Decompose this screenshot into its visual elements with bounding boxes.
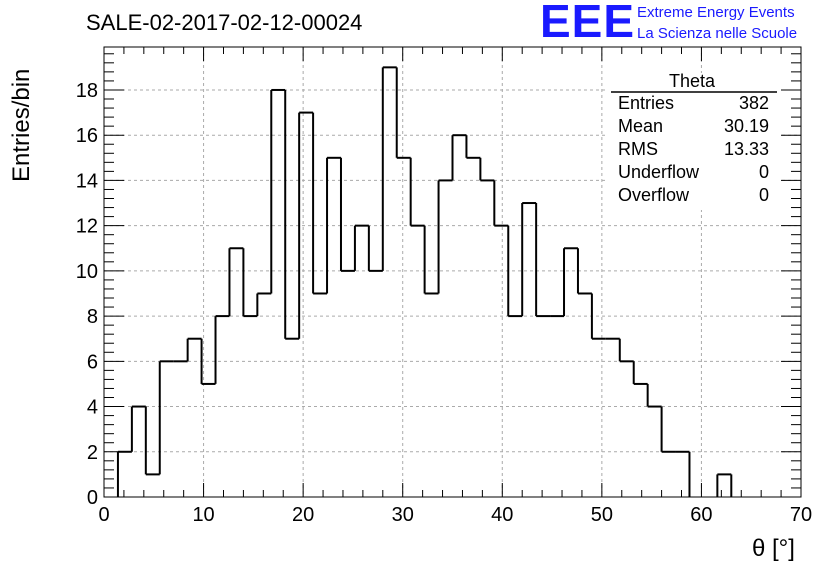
histogram-bin (507, 225, 523, 318)
y-tick-label: 16 (76, 125, 98, 147)
y-tick-label: 8 (87, 306, 98, 328)
histogram-bin (618, 338, 634, 363)
stats-row-value: 30.19 (724, 116, 769, 136)
x-tick-label: 30 (392, 504, 414, 526)
histogram-bin (228, 247, 244, 317)
stats-row-label: Mean (618, 116, 663, 136)
histogram-bin (381, 66, 397, 271)
histogram-bin (256, 292, 272, 317)
histogram-bin (158, 360, 174, 475)
histogram-bin (395, 67, 411, 159)
histogram-bin (339, 157, 355, 272)
logo-line-2: La Scienza nelle Scuole (637, 25, 798, 42)
histogram-bin (284, 89, 300, 340)
axes: 0 10 20 30 40 50 60 70 0 2 4 6 8 10 12 14 16 18 (76, 46, 812, 526)
histogram-bin (367, 225, 383, 272)
histogram-bars (116, 66, 733, 497)
stats-row-value: 0 (759, 185, 769, 205)
histogram-bin (716, 473, 732, 497)
x-axis-label: θ [°] (752, 535, 795, 562)
chart-title: SALE-02-2017-02-12-00024 (86, 10, 363, 35)
x-tick-label: 20 (292, 504, 314, 526)
stats-row-label: Entries (618, 93, 674, 113)
histogram-bin (646, 383, 662, 408)
histogram-bin (576, 248, 592, 295)
histogram-bin (465, 135, 481, 159)
histogram-bin (116, 450, 132, 497)
histogram-bin (409, 157, 425, 227)
histogram-bin (214, 315, 230, 384)
stats-box-title: Theta (669, 71, 716, 91)
stats-row-value: 0 (759, 162, 769, 182)
y-tick-label: 10 (76, 261, 98, 283)
histogram-bin (242, 248, 258, 318)
stats-row-label: Overflow (618, 185, 690, 205)
stats-row-value: 13.33 (724, 139, 769, 159)
y-tick-label: 4 (87, 397, 98, 419)
y-tick-label: 12 (76, 216, 98, 238)
x-tick-label: 0 (98, 504, 109, 526)
logo-line-1: Extreme Energy Events (637, 4, 795, 21)
x-tick-label: 40 (491, 504, 513, 526)
histogram-bin (186, 337, 202, 362)
histogram-bin (270, 88, 286, 294)
histogram-bin (563, 247, 578, 317)
histogram-bin (479, 157, 495, 182)
stats-box-background (607, 73, 779, 210)
histogram-bin (632, 361, 648, 385)
eee-logo: EEE (540, 0, 636, 47)
stats-row-value: 382 (739, 93, 769, 113)
y-tick-label: 0 (87, 487, 98, 509)
plot-frame (103, 46, 802, 498)
x-tick-label: 60 (690, 504, 712, 526)
stats-row-label: RMS (618, 139, 658, 159)
histogram-bin (660, 406, 676, 453)
histogram-bin (521, 202, 537, 317)
x-tick-label: 10 (192, 504, 214, 526)
y-tick-label: 18 (76, 80, 98, 102)
histogram-bin (437, 179, 453, 294)
histogram-bin (298, 111, 314, 339)
y-tick-label: 2 (87, 442, 98, 464)
histogram-bin (130, 405, 146, 452)
histogram-bin (312, 112, 328, 295)
histogram-bin (326, 156, 341, 294)
histogram-bin (144, 406, 160, 476)
y-tick-label: 6 (87, 351, 98, 373)
y-axis-label: Entries/bin (8, 68, 35, 182)
x-tick-label: 70 (790, 504, 812, 526)
histogram-bin (451, 134, 467, 181)
histogram-bin (423, 225, 439, 295)
x-tick-label: 50 (591, 504, 613, 526)
histogram-bin (353, 224, 369, 271)
histogram-bin (493, 180, 509, 227)
histogram-bin (590, 293, 606, 340)
histogram-bin (200, 338, 216, 385)
stats-row-label: Underflow (618, 162, 700, 182)
histogram-bin (535, 203, 551, 318)
y-tick-label: 14 (76, 170, 98, 192)
